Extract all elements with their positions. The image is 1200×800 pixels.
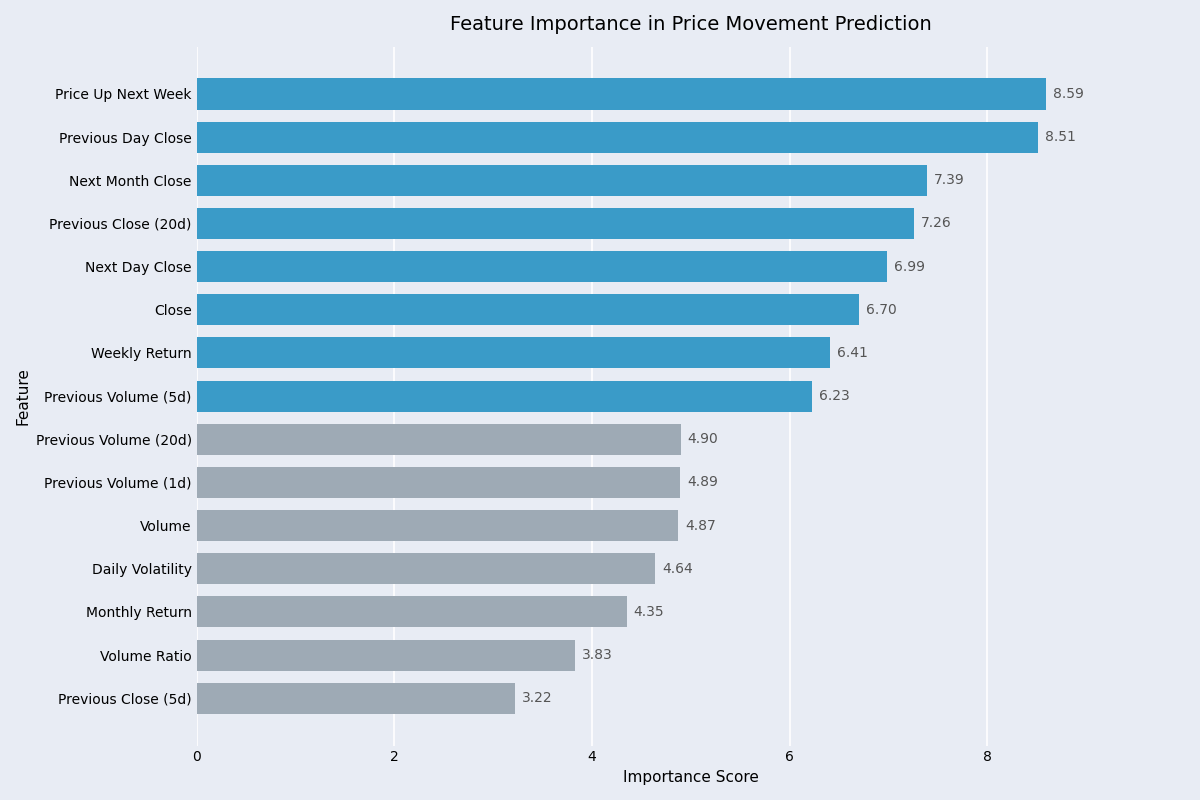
Bar xyxy=(197,597,626,627)
Bar xyxy=(197,639,575,670)
Bar xyxy=(197,251,888,282)
Text: 6.41: 6.41 xyxy=(838,346,868,360)
Title: Feature Importance in Price Movement Prediction: Feature Importance in Price Movement Pre… xyxy=(450,15,931,34)
Text: 7.26: 7.26 xyxy=(922,217,952,230)
Text: 6.23: 6.23 xyxy=(820,389,850,403)
Bar xyxy=(197,381,812,412)
Bar xyxy=(197,467,680,498)
Bar xyxy=(197,294,859,326)
Text: 8.51: 8.51 xyxy=(1045,130,1075,144)
Bar xyxy=(197,78,1045,110)
Bar xyxy=(197,510,678,541)
X-axis label: Importance Score: Importance Score xyxy=(623,770,758,785)
Text: 4.90: 4.90 xyxy=(688,432,719,446)
Y-axis label: Feature: Feature xyxy=(16,367,30,425)
Text: 4.35: 4.35 xyxy=(634,605,664,619)
Text: 8.59: 8.59 xyxy=(1052,87,1084,101)
Bar xyxy=(197,338,830,369)
Text: 6.99: 6.99 xyxy=(894,260,925,274)
Bar xyxy=(197,122,1038,153)
Text: 3.22: 3.22 xyxy=(522,691,552,706)
Bar xyxy=(197,554,655,584)
Text: 7.39: 7.39 xyxy=(934,174,965,187)
Text: 3.83: 3.83 xyxy=(582,648,613,662)
Bar xyxy=(197,682,515,714)
Text: 4.87: 4.87 xyxy=(685,518,715,533)
Bar xyxy=(197,208,914,239)
Bar xyxy=(197,424,680,455)
Text: 4.64: 4.64 xyxy=(662,562,692,576)
Text: 4.89: 4.89 xyxy=(686,475,718,490)
Bar xyxy=(197,165,928,196)
Text: 6.70: 6.70 xyxy=(865,302,896,317)
